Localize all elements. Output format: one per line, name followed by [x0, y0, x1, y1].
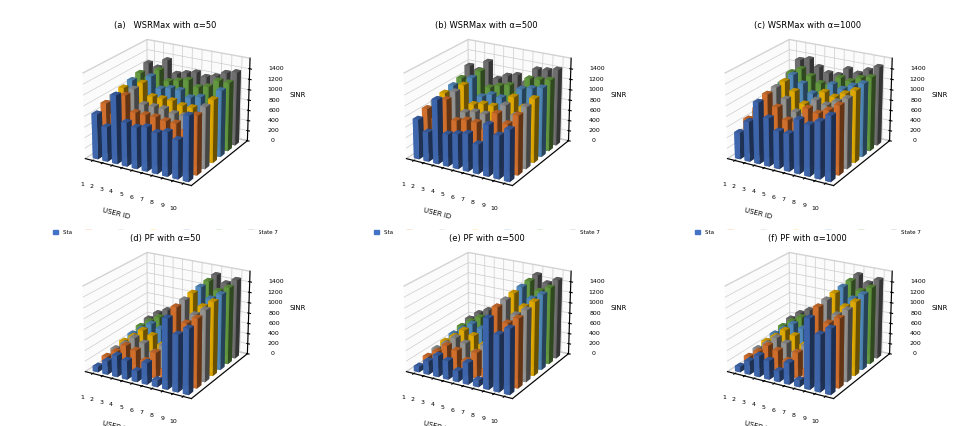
Title: (e) PF with α=500: (e) PF with α=500	[449, 234, 524, 243]
X-axis label: USER ID: USER ID	[423, 420, 451, 426]
Title: (b) WSRMax with α=500: (b) WSRMax with α=500	[435, 21, 538, 30]
X-axis label: USER ID: USER ID	[744, 207, 773, 220]
Title: (c) WSRMax with α=1000: (c) WSRMax with α=1000	[754, 21, 861, 30]
Title: (a)   WSRMax with α=50: (a) WSRMax with α=50	[114, 21, 217, 30]
X-axis label: USER ID: USER ID	[102, 207, 130, 220]
Title: (d) PF with α=50: (d) PF with α=50	[130, 234, 200, 243]
Legend: State 1, State 2, State 3, State 4, State 5, State 6, State 7: State 1, State 2, State 3, State 4, Stat…	[374, 230, 599, 235]
X-axis label: USER ID: USER ID	[102, 420, 130, 426]
X-axis label: USER ID: USER ID	[423, 207, 451, 220]
Title: (f) PF with α=1000: (f) PF with α=1000	[769, 234, 847, 243]
Legend: State 1, State 2, State 3, State 4, State 5, State 6, State 7: State 1, State 2, State 3, State 4, Stat…	[53, 230, 278, 235]
X-axis label: USER ID: USER ID	[744, 420, 773, 426]
Legend: State 1, State 2, State 3, State 4, State 5, State 6, State 7: State 1, State 2, State 3, State 4, Stat…	[695, 230, 920, 235]
